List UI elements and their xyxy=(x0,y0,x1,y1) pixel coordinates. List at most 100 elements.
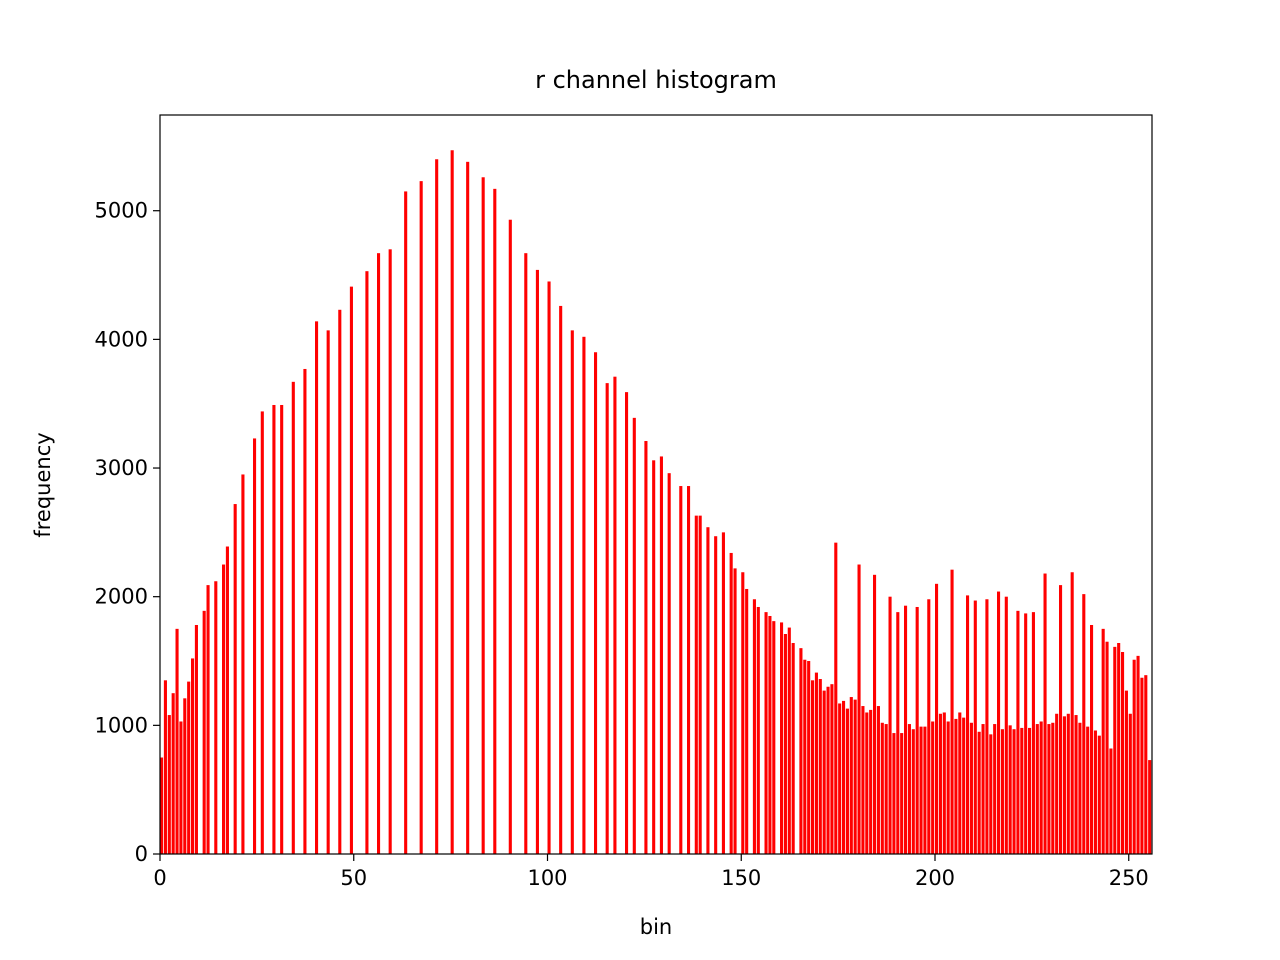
bar xyxy=(985,599,989,854)
bar xyxy=(869,709,873,854)
bar xyxy=(764,612,768,854)
bar xyxy=(783,633,787,854)
bar xyxy=(1020,727,1024,854)
bar xyxy=(729,552,733,854)
bar xyxy=(791,643,795,854)
bar xyxy=(1000,729,1004,854)
bar xyxy=(1113,646,1117,854)
bar xyxy=(222,564,226,854)
y-tick-label: 2000 xyxy=(95,585,148,609)
bar xyxy=(772,621,776,854)
bar xyxy=(698,515,702,854)
bar xyxy=(756,606,760,854)
bar xyxy=(1124,690,1128,854)
bar xyxy=(404,191,408,855)
bar xyxy=(830,684,834,854)
bar xyxy=(365,271,369,855)
bar xyxy=(741,572,745,854)
bar xyxy=(694,515,698,854)
bar xyxy=(966,595,970,854)
bar xyxy=(989,734,993,854)
bar xyxy=(876,706,880,854)
bar xyxy=(280,404,284,854)
bar xyxy=(175,628,179,854)
bar xyxy=(535,269,539,854)
bar xyxy=(605,383,609,854)
bar xyxy=(1136,655,1140,854)
y-tick-label: 1000 xyxy=(95,713,148,737)
bar xyxy=(838,703,842,854)
bar xyxy=(977,731,981,854)
bar xyxy=(272,404,276,854)
chart-title: r channel histogram xyxy=(535,66,777,94)
bar xyxy=(687,486,691,854)
bar xyxy=(187,681,191,854)
bar xyxy=(1035,724,1039,854)
bar xyxy=(547,281,551,854)
y-tick-label: 5000 xyxy=(95,199,148,223)
bar xyxy=(919,726,923,854)
bar xyxy=(857,564,861,854)
bar xyxy=(826,686,830,854)
x-tick-label: 100 xyxy=(527,866,567,890)
bar xyxy=(1074,715,1078,854)
bar xyxy=(923,726,927,854)
bar xyxy=(1070,572,1074,854)
bar xyxy=(481,177,485,854)
bar xyxy=(191,658,195,854)
bar xyxy=(160,757,164,854)
bar xyxy=(291,381,295,854)
bar xyxy=(861,706,865,854)
bar xyxy=(1109,748,1113,854)
bar xyxy=(679,486,683,854)
bar xyxy=(907,724,911,854)
bar xyxy=(1043,573,1047,854)
bar xyxy=(1132,659,1136,854)
bar xyxy=(807,661,811,854)
bar xyxy=(900,733,904,854)
bar xyxy=(493,188,497,855)
bar xyxy=(183,698,187,854)
plot-frame xyxy=(159,114,1153,855)
bar xyxy=(1066,713,1070,854)
bar xyxy=(1055,713,1059,854)
bar xyxy=(1086,726,1090,854)
bar xyxy=(667,473,671,854)
bar xyxy=(935,583,939,854)
bar xyxy=(1105,641,1109,854)
bar xyxy=(896,612,900,854)
bar xyxy=(163,680,167,854)
bar xyxy=(1004,596,1008,854)
bar xyxy=(644,441,648,854)
bar xyxy=(582,336,586,854)
bar xyxy=(822,690,826,854)
bar xyxy=(625,392,629,854)
axes: 0 1000 2000 3000 4000 5000 0 50 100 150 200 250 xyxy=(95,114,1153,890)
bar xyxy=(419,181,423,855)
bar xyxy=(884,724,888,854)
bar xyxy=(803,659,807,854)
bar xyxy=(167,715,171,854)
bar xyxy=(388,249,392,855)
bar xyxy=(799,648,803,854)
x-tick-label: 50 xyxy=(340,866,367,890)
bar xyxy=(613,376,617,854)
bar xyxy=(338,309,342,854)
bar xyxy=(202,610,206,854)
bar xyxy=(508,219,512,855)
bar xyxy=(880,722,884,854)
y-tick-label: 3000 xyxy=(95,456,148,480)
bar xyxy=(780,622,784,854)
bar xyxy=(349,286,353,854)
bar xyxy=(1059,585,1063,854)
bar xyxy=(845,708,849,854)
bar xyxy=(1117,643,1121,854)
bar xyxy=(849,697,853,854)
bars xyxy=(160,150,1152,855)
bar xyxy=(962,717,966,854)
bar xyxy=(1012,729,1016,854)
bar xyxy=(225,546,229,854)
bar xyxy=(814,672,818,854)
bar xyxy=(733,568,737,854)
bar xyxy=(1144,675,1148,854)
